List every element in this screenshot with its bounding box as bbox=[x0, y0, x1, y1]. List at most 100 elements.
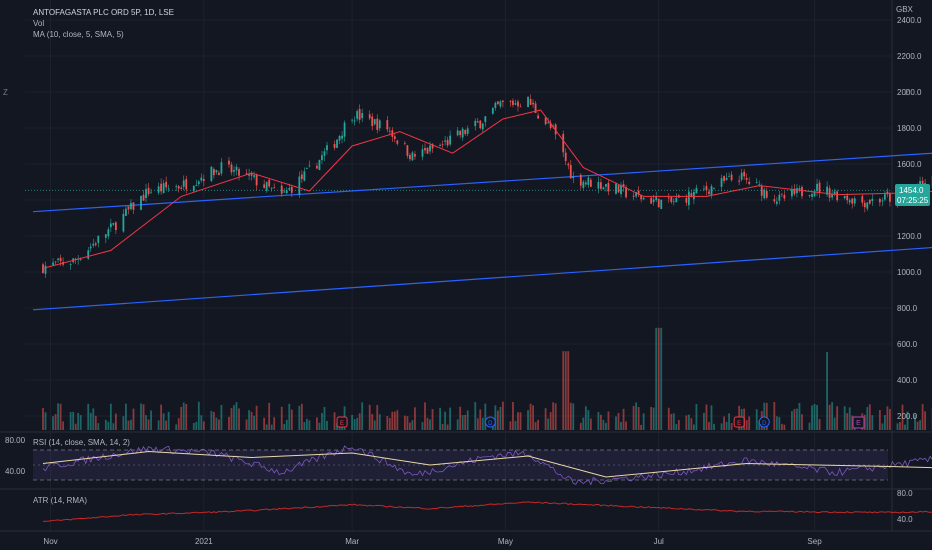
candle-body[interactable] bbox=[514, 103, 517, 105]
candle-body[interactable] bbox=[238, 169, 240, 176]
candle-body[interactable] bbox=[833, 191, 836, 195]
candle-body[interactable] bbox=[253, 175, 256, 177]
candle-body[interactable] bbox=[884, 194, 886, 200]
candle-body[interactable] bbox=[114, 222, 117, 231]
candle-body[interactable] bbox=[185, 178, 188, 190]
candle-body[interactable] bbox=[411, 152, 414, 161]
candle-body[interactable] bbox=[361, 113, 364, 119]
candle-body[interactable] bbox=[200, 177, 203, 181]
candle-body[interactable] bbox=[104, 234, 107, 238]
candle-body[interactable] bbox=[494, 102, 497, 108]
candle-body[interactable] bbox=[783, 194, 786, 199]
candle-body[interactable] bbox=[775, 201, 778, 204]
candle-body[interactable] bbox=[687, 191, 690, 206]
candle-body[interactable] bbox=[720, 178, 723, 187]
candle-body[interactable] bbox=[748, 181, 751, 185]
candle-body[interactable] bbox=[439, 144, 441, 147]
candle-body[interactable] bbox=[846, 195, 849, 201]
candle-body[interactable] bbox=[544, 117, 547, 125]
candle-body[interactable] bbox=[605, 184, 607, 187]
candle-body[interactable] bbox=[730, 174, 733, 181]
candle-body[interactable] bbox=[670, 197, 673, 202]
dividend-badge[interactable] bbox=[484, 416, 496, 428]
candle-body[interactable] bbox=[167, 188, 170, 190]
candle-body[interactable] bbox=[406, 145, 409, 156]
candle-body[interactable] bbox=[305, 167, 308, 169]
candle-body[interactable] bbox=[871, 198, 874, 202]
candle-body[interactable] bbox=[270, 187, 273, 189]
candle-body[interactable] bbox=[109, 223, 112, 228]
candle-body[interactable] bbox=[866, 202, 869, 209]
candle-body[interactable] bbox=[69, 264, 72, 265]
candle-body[interactable] bbox=[657, 198, 660, 208]
candle-body[interactable] bbox=[537, 115, 539, 119]
candle-body[interactable] bbox=[547, 122, 550, 124]
candle-body[interactable] bbox=[796, 188, 798, 194]
candle-body[interactable] bbox=[572, 176, 575, 179]
candle-body[interactable] bbox=[464, 129, 467, 134]
candle-body[interactable] bbox=[202, 179, 205, 182]
earnings-badge[interactable] bbox=[733, 416, 745, 428]
candle-body[interactable] bbox=[484, 116, 487, 123]
candle-body[interactable] bbox=[431, 143, 434, 149]
candle-body[interactable] bbox=[693, 191, 695, 200]
candle-body[interactable] bbox=[650, 197, 653, 204]
candle-body[interactable] bbox=[343, 122, 346, 137]
dividend-badge[interactable] bbox=[758, 416, 770, 428]
candle-body[interactable] bbox=[703, 188, 705, 190]
candle-body[interactable] bbox=[160, 183, 163, 192]
candle-body[interactable] bbox=[273, 187, 276, 189]
candle-body[interactable] bbox=[589, 179, 592, 187]
candle-body[interactable] bbox=[828, 188, 831, 198]
candle-body[interactable] bbox=[632, 195, 635, 197]
candle-body[interactable] bbox=[713, 188, 715, 189]
candle-body[interactable] bbox=[230, 164, 233, 173]
candle-body[interactable] bbox=[710, 186, 713, 196]
candle-body[interactable] bbox=[780, 193, 783, 195]
candle-body[interactable] bbox=[341, 135, 343, 139]
candle-body[interactable] bbox=[353, 120, 356, 122]
candle-body[interactable] bbox=[421, 149, 424, 157]
candle-body[interactable] bbox=[652, 199, 655, 203]
candle-body[interactable] bbox=[215, 170, 218, 173]
candle-body[interactable] bbox=[569, 165, 572, 179]
candle-body[interactable] bbox=[532, 102, 534, 105]
candle-body[interactable] bbox=[57, 258, 59, 261]
candle-body[interactable] bbox=[245, 173, 248, 175]
candle-body[interactable] bbox=[446, 139, 449, 146]
candle-body[interactable] bbox=[268, 179, 271, 187]
candle-body[interactable] bbox=[396, 140, 399, 144]
candle-body[interactable] bbox=[371, 116, 374, 127]
candle-body[interactable] bbox=[620, 185, 622, 195]
candle-body[interactable] bbox=[461, 128, 464, 138]
candle-body[interactable] bbox=[725, 177, 728, 181]
candle-body[interactable] bbox=[426, 147, 429, 154]
candle-body[interactable] bbox=[602, 187, 605, 190]
candle-body[interactable] bbox=[826, 186, 828, 195]
candle-body[interactable] bbox=[889, 193, 891, 202]
candle-body[interactable] bbox=[157, 186, 160, 193]
candle-body[interactable] bbox=[512, 100, 514, 105]
candle-body[interactable] bbox=[667, 197, 670, 199]
candle-body[interactable] bbox=[584, 182, 587, 185]
candle-body[interactable] bbox=[491, 107, 494, 114]
event-badges[interactable]: EDEDEDE bbox=[336, 416, 932, 429]
candle-body[interactable] bbox=[255, 174, 258, 186]
candle-body[interactable] bbox=[393, 136, 396, 139]
candle-body[interactable] bbox=[863, 202, 866, 208]
candle-body[interactable] bbox=[743, 171, 746, 177]
candle-body[interactable] bbox=[177, 186, 180, 189]
candle-body[interactable] bbox=[597, 181, 600, 189]
candle-body[interactable] bbox=[195, 185, 198, 186]
candle-body[interactable] bbox=[336, 139, 338, 148]
candle-body[interactable] bbox=[600, 182, 602, 189]
candle-body[interactable] bbox=[562, 134, 565, 153]
candle-body[interactable] bbox=[831, 194, 834, 198]
candle-body[interactable] bbox=[127, 206, 130, 210]
candle-body[interactable] bbox=[798, 188, 801, 191]
candle-body[interactable] bbox=[333, 143, 336, 148]
candle-body[interactable] bbox=[89, 246, 92, 249]
candle-body[interactable] bbox=[212, 169, 215, 176]
candle-body[interactable] bbox=[197, 181, 200, 185]
candle-body[interactable] bbox=[582, 181, 585, 188]
